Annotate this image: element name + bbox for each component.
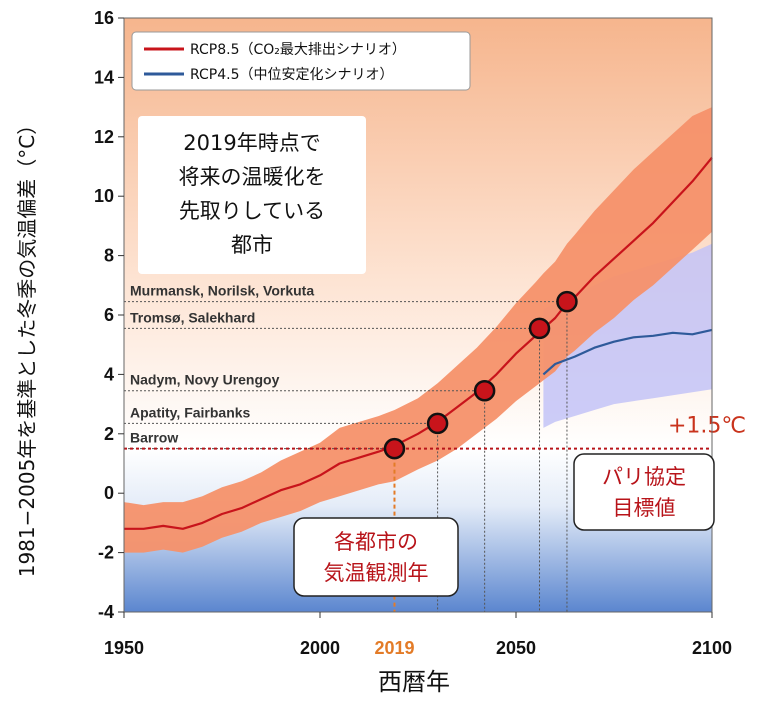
uncertainty-bands: [124, 107, 712, 553]
y-tick-label: 10: [94, 186, 114, 206]
main-annotation-line: 2019年時点で: [183, 131, 320, 155]
city-marker: [426, 412, 449, 435]
y-tick-label: -4: [98, 602, 114, 622]
y-tick-label: 14: [94, 67, 114, 87]
x-axis: 1950 2000 2050 2100 2019: [104, 612, 732, 658]
y-tick-label: 8: [104, 246, 114, 266]
city-label: Barrow: [130, 430, 178, 446]
x-tick-label: 1950: [104, 638, 144, 658]
y-axis: -4 -2 0 2 4 6 8 10 12 14 16: [94, 8, 124, 622]
paris-annotation-line: 目標値: [613, 496, 676, 520]
city-label: Tromsø, Salekhard: [130, 309, 255, 325]
observation-annotation: 各都市の 気温観測年: [293, 517, 459, 597]
city-label: Apatity, Fairbanks: [130, 404, 251, 420]
main-annotation-line: 先取りしている: [179, 199, 325, 223]
city-label: Nadym, Novy Urengoy: [130, 372, 280, 388]
paris-annotation-line: パリ協定: [602, 465, 686, 489]
legend-entry-rcp85: RCP8.5（CO₂最大排出シナリオ）: [190, 42, 406, 58]
city-markers: [383, 290, 578, 460]
observation-annotation-line: 気温観測年: [324, 561, 429, 585]
main-annotation-box: [138, 116, 366, 274]
y-tick-label: 16: [94, 8, 114, 28]
main-annotation: 2019年時点で 将来の温暖化を 先取りしている 都市: [138, 116, 366, 274]
observation-annotation-line: 各都市の: [334, 530, 418, 554]
y-tick-label: 0: [104, 483, 114, 503]
x-highlight-year-label: 2019: [374, 638, 414, 658]
y-tick-label: -2: [98, 543, 114, 563]
x-axis-title: 西暦年: [378, 668, 450, 696]
city-marker: [528, 317, 551, 340]
threshold-label: +1.5℃: [668, 414, 746, 439]
paris-annotation-box: [573, 453, 715, 531]
y-axis-title: 1981−2005年を基準とした冬季の気温偏差（°C）: [15, 115, 39, 578]
y-tick-label: 6: [104, 305, 114, 325]
x-tick-label: 2000: [300, 638, 340, 658]
main-annotation-line: 将来の温暖化を: [179, 165, 326, 189]
paris-annotation: パリ協定 目標値: [573, 453, 715, 531]
threshold-line: +1.5℃: [124, 414, 746, 450]
city-label: Murmansk, Norilsk, Vorkuta: [130, 283, 314, 299]
series-line: [542, 328, 713, 376]
city-marker: [556, 290, 578, 313]
uncertainty-band: [124, 107, 712, 553]
y-tick-label: 4: [104, 364, 114, 384]
observation-annotation-box: [293, 517, 459, 597]
y-tick-label: 12: [94, 127, 114, 147]
x-tick-label: 2050: [496, 638, 536, 658]
legend-box: [131, 31, 471, 91]
main-annotation-line: 都市: [231, 233, 273, 257]
x-tick-label: 2100: [692, 638, 732, 658]
city-labels: Barrow Apatity, Fairbanks Nadym, Novy Uren…: [130, 283, 314, 446]
legend-entry-rcp45: RCP4.5（中位安定化シナリオ）: [190, 67, 394, 83]
legend: RCP8.5（CO₂最大排出シナリオ） RCP4.5（中位安定化シナリオ）: [131, 31, 471, 91]
y-tick-label: 2: [104, 424, 114, 444]
city-marker: [473, 379, 496, 402]
city-marker: [383, 437, 406, 460]
